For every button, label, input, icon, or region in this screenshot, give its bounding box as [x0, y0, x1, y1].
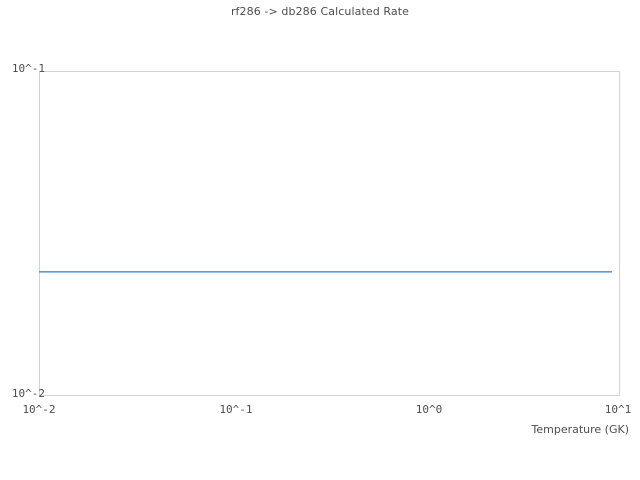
x-axis-tick-label-4: 10^1: [604, 403, 632, 416]
x-axis-title: Temperature (GK): [531, 423, 630, 436]
y-axis-tick-label-upper: 10^-1: [11, 62, 45, 75]
chart-title: rf286 -> db286 Calculated Rate: [230, 5, 410, 18]
x-axis-tick-label-1: 10^-2: [22, 403, 56, 416]
y-axis-tick-label-lower: 10^-2: [11, 387, 45, 400]
plot-area: [39, 71, 620, 396]
plot-frame: [39, 71, 620, 396]
series-canvas: [39, 271, 612, 273]
x-axis-tick-label-2: 10^-1: [219, 403, 253, 416]
x-axis-tick-label-3: 10^0: [415, 403, 443, 416]
